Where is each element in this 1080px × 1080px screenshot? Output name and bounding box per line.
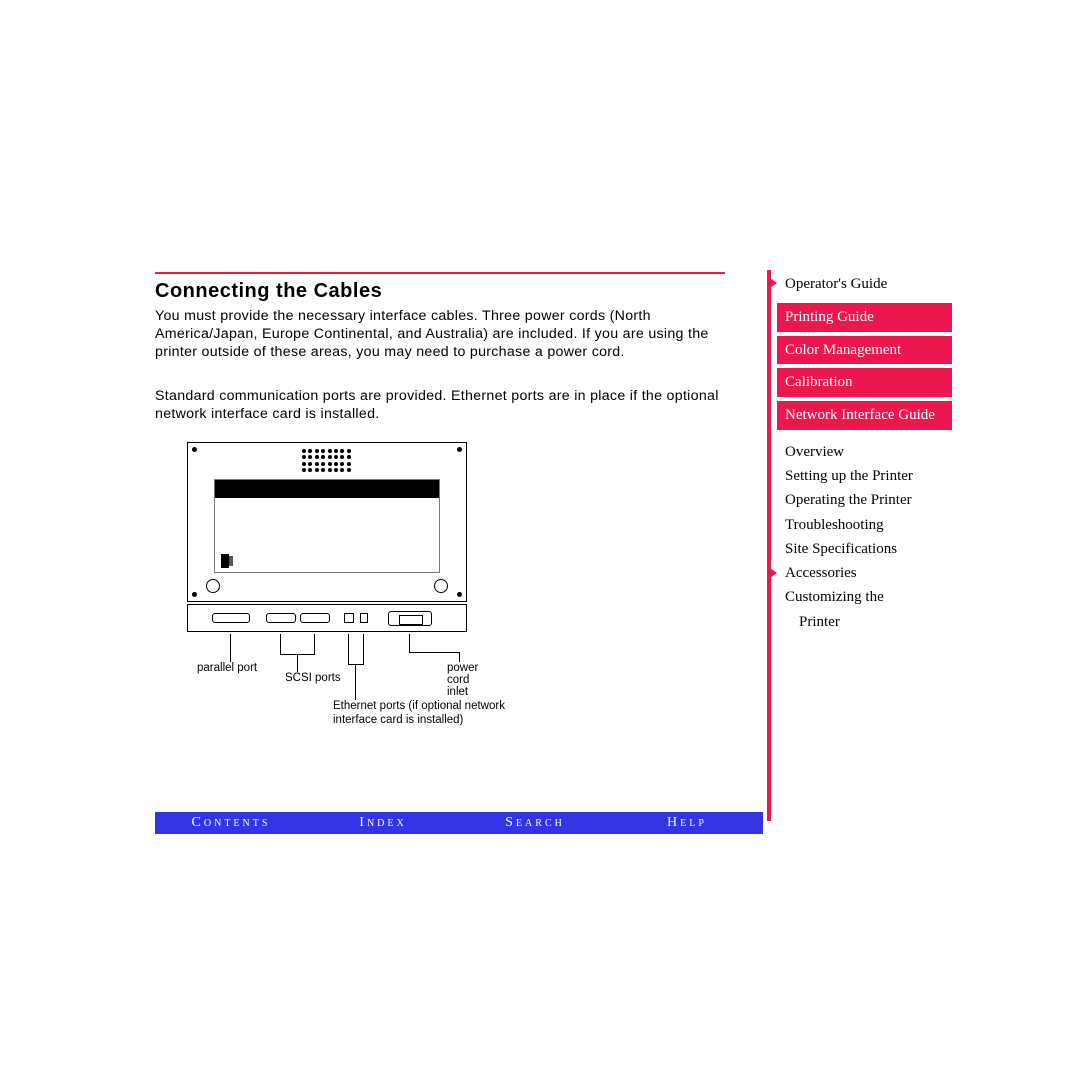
parallel-port-icon (212, 613, 250, 623)
screw-icon (192, 447, 197, 452)
manual-page: Connecting the Cables You must provide t… (155, 272, 935, 822)
sidebar-rule (767, 270, 771, 821)
nav-marker-icon (767, 276, 777, 290)
label-power-inlet: power cord inlet (447, 662, 478, 698)
label-scsi-ports: SCSI ports (285, 672, 341, 684)
nav-overview[interactable]: Overview (777, 440, 952, 464)
nav-accessories[interactable]: Accessories (777, 561, 952, 585)
paragraph-1: You must provide the necessary interface… (155, 308, 745, 361)
printer-rear-diagram: parallel port SCSI ports power cord inle… (177, 442, 477, 732)
nav-help[interactable]: Help (611, 815, 763, 831)
leader-line (280, 634, 281, 654)
scsi-port-icon (266, 613, 296, 623)
label-parallel-port: parallel port (197, 662, 257, 674)
nav-site-specifications[interactable]: Site Specifications (777, 537, 952, 561)
screw-icon (457, 592, 462, 597)
ethernet-port-icon (360, 613, 368, 623)
nav-network-interface-guide[interactable]: Network Interface Guide (777, 401, 952, 430)
leader-line (409, 634, 410, 652)
heading-rule (155, 272, 725, 274)
label-ethernet-ports: Ethernet ports (if optional network inte… (333, 700, 543, 728)
power-inlet-icon (388, 611, 432, 626)
page-heading: Connecting the Cables (155, 280, 382, 303)
leader-line (230, 634, 231, 662)
leader-line (355, 664, 356, 700)
leader-line (348, 664, 364, 665)
screw-icon (192, 592, 197, 597)
kodak-logo-icon (221, 554, 229, 568)
nav-calibration[interactable]: Calibration (777, 368, 952, 397)
nav-color-management[interactable]: Color Management (777, 336, 952, 365)
leader-line (348, 634, 349, 664)
screw-icon (457, 447, 462, 452)
nav-customizing-printer-line2[interactable]: Printer (777, 610, 952, 634)
knob-icon (206, 579, 220, 593)
nav-index[interactable]: Index (307, 815, 459, 831)
leader-line (314, 634, 315, 654)
nav-troubleshooting[interactable]: Troubleshooting (777, 513, 952, 537)
rear-panel (214, 479, 440, 573)
nav-search[interactable]: Search (459, 815, 611, 831)
port-strip (187, 604, 467, 632)
leader-line (409, 652, 459, 653)
nav-operators-guide[interactable]: Operator's Guide (777, 270, 952, 299)
nav-sidebar: Operator's Guide Printing Guide Color Ma… (777, 270, 952, 634)
bottom-nav: Contents Index Search Help (155, 812, 763, 834)
printer-chassis (187, 442, 467, 602)
nav-operating-printer[interactable]: Operating the Printer (777, 488, 952, 512)
panel-top-bar (215, 480, 439, 498)
scsi-port-icon (300, 613, 330, 623)
nav-contents[interactable]: Contents (155, 815, 307, 831)
leader-line (459, 652, 460, 662)
nav-setting-up-printer[interactable]: Setting up the Printer (777, 464, 952, 488)
ethernet-port-icon (344, 613, 354, 623)
nav-marker-icon (767, 566, 777, 580)
knob-icon (434, 579, 448, 593)
vent-grille-icon (302, 449, 352, 473)
nav-printing-guide[interactable]: Printing Guide (777, 303, 952, 332)
nav-customizing-printer-line1[interactable]: Customizing the (777, 585, 952, 609)
leader-line (297, 654, 298, 672)
leader-line (363, 634, 364, 664)
paragraph-2: Standard communication ports are provide… (155, 388, 745, 424)
